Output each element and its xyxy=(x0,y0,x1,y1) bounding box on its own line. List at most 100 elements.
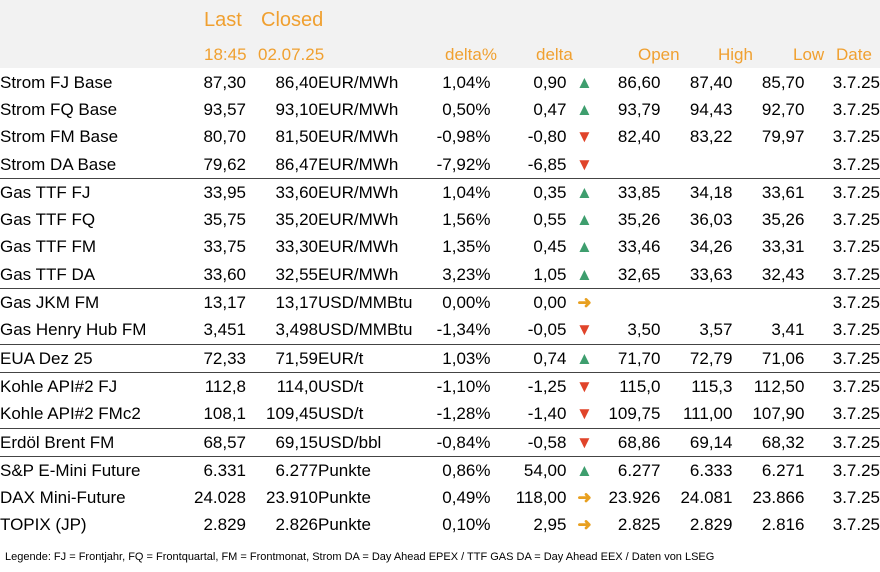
row-date: 3.7.25 xyxy=(804,427,880,457)
row-last: 35,75 xyxy=(203,210,246,230)
header-high: High xyxy=(718,45,753,64)
row-closed: 35,20 xyxy=(275,210,318,230)
row-low: 6.271 xyxy=(732,456,805,485)
header-closed: Closed xyxy=(261,9,324,31)
row-name: Strom DA Base xyxy=(0,154,117,174)
row-name: Gas Henry Hub FM xyxy=(0,320,147,340)
row-high: 115,3 xyxy=(660,372,733,401)
row-open: 2.825 xyxy=(617,515,661,535)
row-high: 6.333 xyxy=(660,456,733,485)
row-last: 68,57 xyxy=(177,427,246,457)
row-date: 3.7.25 xyxy=(804,456,880,485)
row-high: 87,40 xyxy=(689,72,733,92)
row-last: 33,60 xyxy=(203,264,246,284)
row-unit: EUR/MWh xyxy=(318,127,399,147)
row-delta-pct: -1,34% xyxy=(436,320,491,340)
row-open: 3,50 xyxy=(627,320,661,340)
header-delta-pct: delta% xyxy=(445,45,497,64)
row-high: 33,63 xyxy=(689,264,733,284)
row-unit: EUR/t xyxy=(318,343,413,373)
row-name: S&P E-Mini Future xyxy=(0,456,177,485)
arrow-down-icon: ▼ xyxy=(566,372,603,401)
row-delta-pct: 0,86% xyxy=(412,456,491,485)
row-low: 107,90 xyxy=(752,404,805,424)
legend-text: Legende: FJ = Frontjahr, FQ = Frontquart… xyxy=(5,551,715,563)
row-high: 69,14 xyxy=(660,427,733,457)
row-date: 3.7.25 xyxy=(804,288,880,317)
table-row: Gas TTF DA 33,60 32,55 EUR/MWh 3,23% 1,05 ▲ 32,… xyxy=(0,261,880,289)
row-date: 3.7.25 xyxy=(832,72,880,92)
row-closed: 33,30 xyxy=(275,237,318,257)
row-date: 3.7.25 xyxy=(832,99,880,119)
row-last: 72,33 xyxy=(177,343,246,373)
table-row: Gas Henry Hub FM 3,451 3,498 USD/MMBtu -1,34… xyxy=(0,317,880,345)
row-name: EUA Dez 25 xyxy=(0,343,177,373)
row-name: Strom FM Base xyxy=(0,127,119,147)
arrow-up-icon: ▲ xyxy=(576,237,593,257)
row-low: 33,31 xyxy=(761,237,805,257)
row-unit: Punkte xyxy=(318,515,371,535)
table-row: Gas TTF FQ 35,75 35,20 EUR/MWh 1,56% 0,55 ▲ 35,… xyxy=(0,206,880,233)
row-high: 24.081 xyxy=(680,488,733,508)
header-last-time: 18:45 xyxy=(204,45,247,64)
row-delta-pct: 0,00% xyxy=(412,288,491,317)
row-delta-pct: 0,10% xyxy=(442,515,491,535)
row-date: 3.7.25 xyxy=(832,210,880,230)
row-unit: EUR/MWh xyxy=(318,264,399,284)
row-delta: 0,90 xyxy=(533,72,567,92)
row-open: 71,70 xyxy=(602,343,661,373)
row-closed: 13,17 xyxy=(246,288,318,317)
row-delta: 1,05 xyxy=(533,264,567,284)
header-last: Last xyxy=(204,9,242,31)
row-high: 34,26 xyxy=(689,237,733,257)
table-row: Gas JKM FM 13,17 13,17 USD/MMBtu 0,00% 0,00 ➜ 3… xyxy=(0,288,880,317)
header-date: Date xyxy=(836,45,872,64)
row-low: 23.866 xyxy=(752,488,805,508)
row-last: 2.829 xyxy=(203,515,246,535)
row-closed: 2.826 xyxy=(275,515,318,535)
row-low: 112,50 xyxy=(732,372,805,401)
row-date: 3.7.25 xyxy=(832,154,880,174)
row-closed: 71,59 xyxy=(246,343,318,373)
row-unit: EUR/MWh xyxy=(318,237,399,257)
row-name: Gas JKM FM xyxy=(0,288,177,317)
row-last: 3,451 xyxy=(203,320,246,340)
row-last: 6.331 xyxy=(177,456,246,485)
row-last: 13,17 xyxy=(177,288,246,317)
table-row: TOPIX (JP) 2.829 2.826 Punkte 0,10% 2,95 ➜ 2.82… xyxy=(0,512,880,539)
row-open: 93,79 xyxy=(617,99,661,119)
row-unit: USD/t xyxy=(318,404,364,424)
row-open: 115,0 xyxy=(602,372,661,401)
row-date: 3.7.25 xyxy=(832,488,880,508)
row-unit: EUR/MWh xyxy=(318,178,413,207)
row-delta: 0,45 xyxy=(533,237,567,257)
row-high: 34,18 xyxy=(660,178,733,207)
row-low xyxy=(732,288,805,317)
row-delta: 118,00 xyxy=(515,488,567,508)
row-last: 87,30 xyxy=(203,72,246,92)
row-date: 3.7.25 xyxy=(804,343,880,373)
row-delta: -1,25 xyxy=(490,372,567,401)
row-last: 24.028 xyxy=(194,488,246,508)
row-unit: USD/MMBtu xyxy=(318,320,413,340)
header-low: Low xyxy=(793,45,825,64)
row-closed: 109,45 xyxy=(266,404,318,424)
row-unit: USD/bbl xyxy=(318,427,413,457)
table-row: Gas TTF FJ 33,95 33,60 EUR/MWh 1,04% 0,35 ▲ 33,… xyxy=(0,178,880,207)
row-closed: 86,40 xyxy=(275,72,318,92)
row-date: 3.7.25 xyxy=(804,178,880,207)
row-low xyxy=(732,151,804,179)
row-unit: EUR/MWh xyxy=(318,154,399,174)
row-open xyxy=(602,151,660,179)
row-low: 71,06 xyxy=(732,343,805,373)
row-name: DAX Mini-Future xyxy=(0,488,126,508)
row-name: Kohle API#2 FMc2 xyxy=(0,404,141,424)
row-unit: EUR/MWh xyxy=(318,99,399,119)
row-low: 92,70 xyxy=(761,99,805,119)
arrow-up-icon: ▲ xyxy=(566,343,603,373)
row-delta-pct: -0,84% xyxy=(412,427,491,457)
row-name: Strom FQ Base xyxy=(0,99,118,119)
row-last: 80,70 xyxy=(203,127,246,147)
table-row: EUA Dez 25 72,33 71,59 EUR/t 1,03% 0,74 ▲ 71,70… xyxy=(0,343,880,373)
table-row: Strom FQ Base 93,57 93,10 EUR/MWh 0,50% 0,47 ▲… xyxy=(0,96,880,123)
